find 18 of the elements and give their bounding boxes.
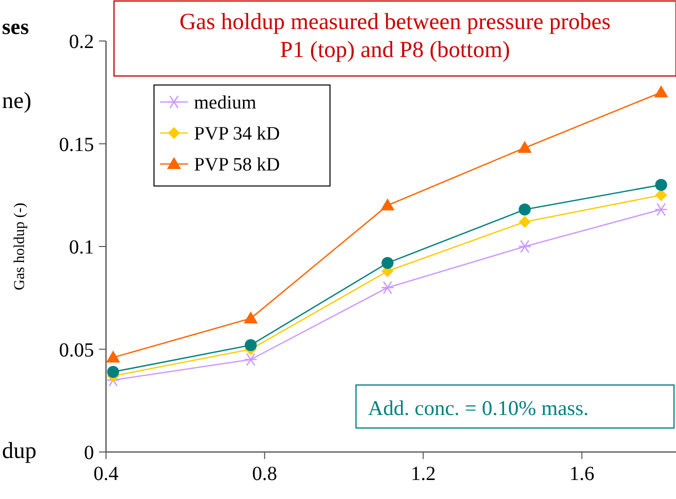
legend-label: PVP 34 kD [194, 124, 280, 145]
y-tick-label: 0 [84, 442, 94, 464]
x-tick-label: 1.6 [569, 463, 594, 485]
chart-title: Gas holdup measured between pressure probes P1 (top) and P8 (bottom) [179, 9, 611, 62]
annotation: Add. conc. = 0.10% mass. [368, 396, 589, 420]
x-tick-label: 1.2 [410, 463, 436, 485]
y-tick-label: 0.1 [69, 236, 94, 258]
text: ne) [2, 88, 32, 113]
legend-label: medium [194, 92, 256, 114]
y-tick-label: 0.2 [69, 31, 94, 53]
text: dup [2, 438, 36, 463]
y-tick-label: 0.15 [59, 134, 94, 156]
x-tick-label: 0.8 [252, 463, 278, 485]
x-tick-label: 0.4 [94, 463, 118, 485]
legend-label: PVP 58 kD [194, 154, 280, 176]
y-tick-label: 0.05 [59, 339, 94, 362]
y-axis-title: Gas holdup (-) [12, 202, 28, 290]
text: ses [2, 14, 30, 39]
